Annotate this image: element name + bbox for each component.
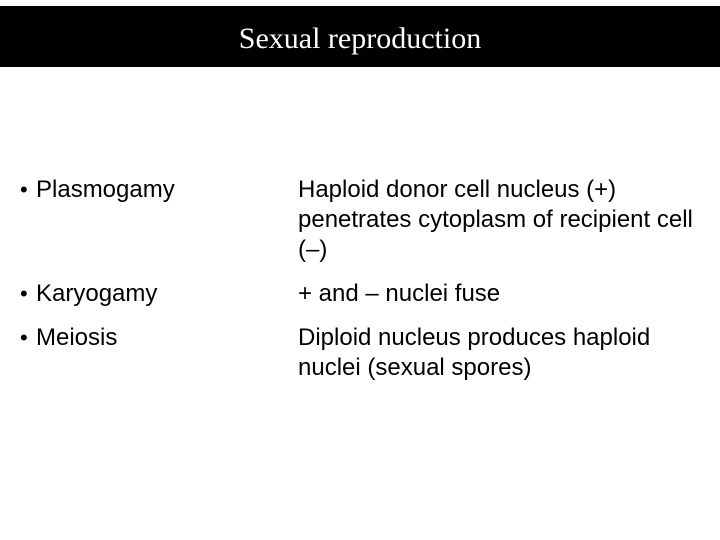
term-column: • Plasmogamy (18, 175, 298, 205)
bullet-icon: • (18, 279, 36, 309)
term-column: • Karyogamy (18, 279, 298, 309)
term-text: Karyogamy (36, 279, 157, 309)
definition-text: + and – nuclei fuse (298, 279, 702, 309)
term-column: • Meiosis (18, 323, 298, 353)
list-item: • Plasmogamy Haploid donor cell nucleus … (18, 175, 702, 265)
title-band: Sexual reproduction (0, 9, 720, 67)
bullet-icon: • (18, 175, 36, 205)
term-text: Meiosis (36, 323, 117, 353)
term-text: Plasmogamy (36, 175, 175, 205)
list-item: • Karyogamy + and – nuclei fuse (18, 279, 702, 309)
definition-text: Diploid nucleus produces haploid nuclei … (298, 323, 702, 383)
slide-title: Sexual reproduction (0, 12, 720, 66)
definition-text: Haploid donor cell nucleus (+) penetrate… (298, 175, 702, 265)
bullet-icon: • (18, 323, 36, 353)
content-area: • Plasmogamy Haploid donor cell nucleus … (18, 175, 702, 397)
slide: Sexual reproduction • Plasmogamy Haploid… (0, 0, 720, 540)
list-item: • Meiosis Diploid nucleus produces haplo… (18, 323, 702, 383)
